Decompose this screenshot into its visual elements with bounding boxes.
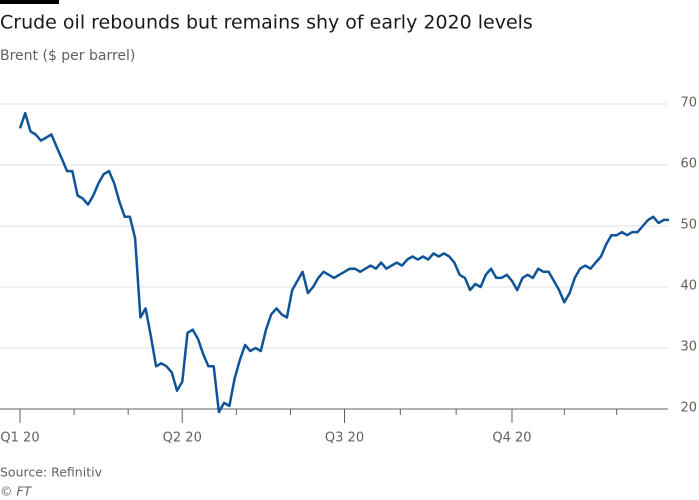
y-tick-label: 60 [680, 157, 697, 172]
source: Source: Refinitiv [0, 465, 103, 480]
y-tick-label: 50 [680, 218, 697, 233]
y-tick-label: 30 [680, 340, 697, 355]
credit: © FT [0, 484, 33, 499]
x-tick-label: Q1 20 [0, 431, 39, 446]
chart-subtitle: Brent ($ per barrel) [0, 48, 135, 64]
x-tick-label: Q3 20 [325, 431, 364, 446]
chart-title: Crude oil rebounds but remains shy of ea… [0, 12, 533, 34]
y-tick-label: 70 [680, 96, 697, 111]
line-series [18, 111, 669, 414]
x-tick-label: Q2 20 [163, 431, 202, 446]
brand-bar [0, 0, 59, 4]
y-tick-label: 40 [680, 279, 697, 294]
y-tick-label: 20 [680, 401, 697, 416]
x-tick-label: Q4 20 [492, 431, 531, 446]
